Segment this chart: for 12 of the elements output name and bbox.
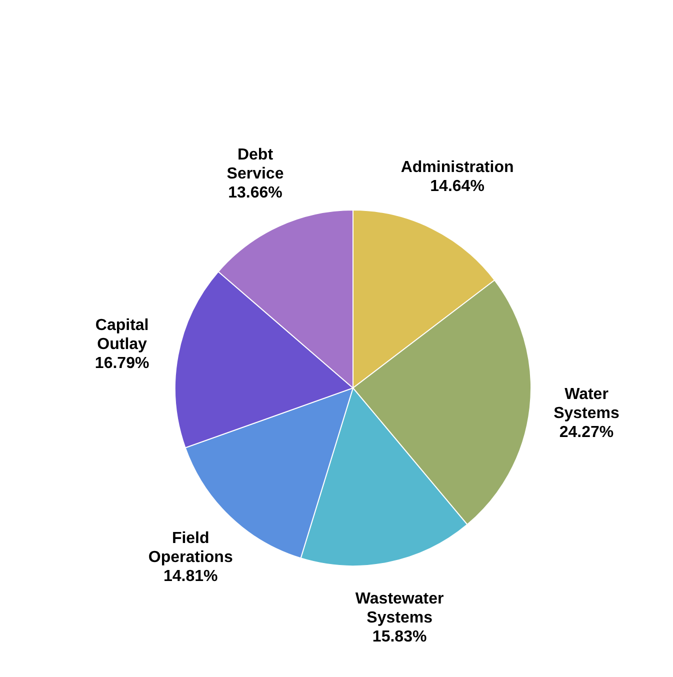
data-label: 16.79%	[94, 354, 150, 372]
slice-label: Water Systems	[554, 386, 620, 422]
data-label: 15.83%	[372, 628, 427, 646]
slice-label: Administration	[400, 159, 514, 176]
data-label: 14.81%	[163, 568, 218, 586]
slice-label: Debt Service	[226, 146, 284, 183]
data-label: 13.66%	[228, 184, 282, 202]
slice-label: Field Operations	[148, 530, 233, 566]
data-label: 14.64%	[430, 178, 484, 196]
slice-label: Capital Outlay	[95, 316, 149, 354]
slice-label: Wastewater Systems	[355, 590, 444, 627]
data-label: 24.27%	[559, 424, 614, 442]
